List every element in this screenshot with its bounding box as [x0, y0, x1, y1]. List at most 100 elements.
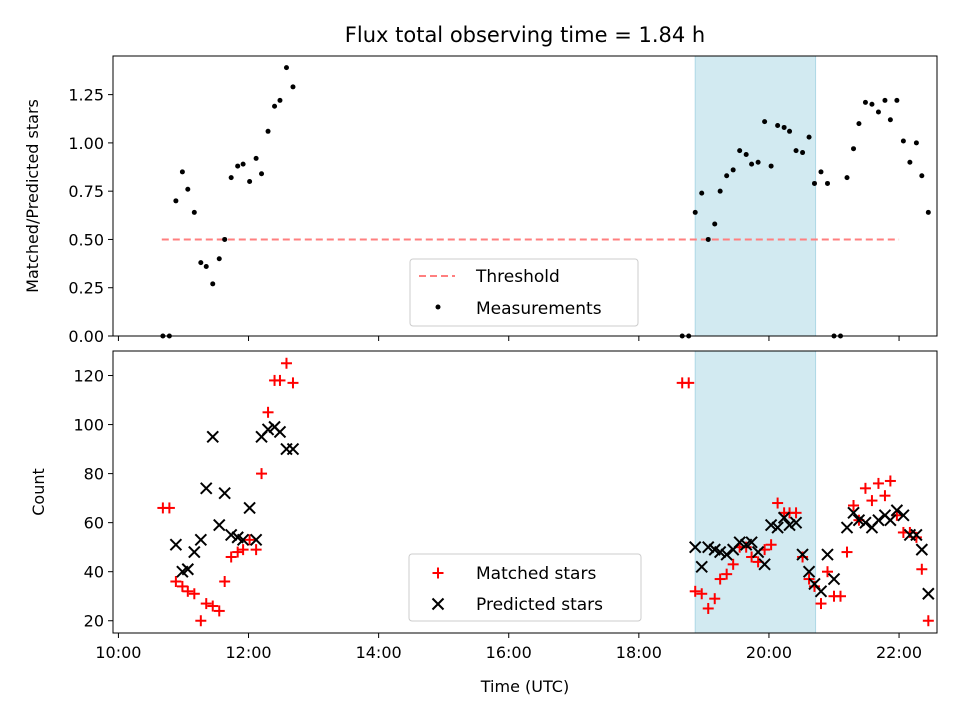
matched-point: [195, 615, 207, 627]
predicted-point: [796, 548, 809, 561]
matched-point: [702, 602, 714, 614]
marker-stroke: [814, 585, 828, 598]
legend-matched-label: Matched stars: [476, 564, 596, 584]
matched-point: [727, 558, 739, 570]
x-tick-label: 14:00: [356, 643, 402, 662]
measurement-point: [775, 123, 781, 129]
marker-stroke: [249, 533, 263, 547]
predicted-point: [194, 533, 208, 547]
legend-matched-swatch: [432, 567, 444, 579]
y-tick-label: 60: [84, 514, 104, 533]
x-tick-label: 10:00: [95, 643, 141, 662]
measurement-point: [818, 169, 824, 175]
matched-point: [772, 497, 784, 509]
predicted-point: [922, 587, 935, 600]
predicted-point: [751, 545, 765, 559]
matched-point: [237, 544, 249, 556]
predicted-point: [733, 536, 746, 549]
marker-stroke: [733, 536, 746, 549]
y-tick-label: 0.75: [68, 182, 104, 201]
marker-stroke: [261, 423, 275, 436]
measurement-point: [216, 256, 222, 262]
marker-stroke: [783, 518, 796, 532]
measurement-point: [222, 236, 228, 242]
measurement-point: [724, 173, 730, 179]
matched-point: [884, 475, 896, 487]
measurement-point: [800, 150, 806, 156]
marker-stroke: [758, 558, 771, 571]
predicted-point: [783, 518, 796, 532]
legend-predicted-swatch: [431, 597, 445, 611]
measurement-point: [272, 103, 278, 109]
x-tick-label: 20:00: [746, 643, 792, 662]
predicted-point: [789, 516, 803, 529]
marker-stroke: [713, 545, 727, 559]
marker-stroke: [188, 545, 201, 559]
measurement-point: [749, 161, 755, 167]
measurement-point: [179, 169, 185, 175]
predicted-point: [910, 528, 923, 542]
matched-point: [866, 495, 878, 507]
top-legend: Threshold Measurements: [409, 258, 639, 327]
marker-stroke: [231, 531, 244, 544]
matched-point: [274, 374, 286, 386]
measurement-point: [277, 97, 283, 103]
measurement-point: [869, 101, 875, 107]
predicted-point: [777, 511, 791, 524]
y-tick-label: 100: [73, 416, 104, 435]
matched-point: [188, 588, 200, 600]
y-tick-label: 1.00: [68, 134, 104, 153]
marker-stroke: [273, 425, 287, 439]
marker-stroke: [859, 516, 872, 529]
matched-point: [790, 507, 802, 519]
legend-predicted-label: Predicted stars: [476, 595, 603, 615]
x-tick-label: 22:00: [876, 643, 922, 662]
marker-stroke: [847, 506, 860, 520]
x-axis-label: Time (UTC): [480, 677, 569, 696]
count-points: [157, 357, 935, 627]
predicted-point: [689, 540, 702, 554]
marker-stroke: [802, 565, 816, 578]
marker-stroke: [689, 540, 702, 554]
measurement-point: [882, 97, 888, 103]
predicted-point: [897, 509, 910, 522]
predicted-point: [218, 487, 231, 500]
top-shaded-interval: [694, 55, 817, 337]
marker-stroke: [243, 501, 256, 515]
measurement-point: [919, 173, 925, 179]
predicted-point: [872, 513, 885, 527]
measurement-point: [737, 148, 743, 154]
marker-stroke: [808, 577, 821, 591]
predicted-point: [169, 538, 183, 551]
marker-stroke: [890, 504, 904, 517]
bottom-shaded-interval: [694, 350, 817, 634]
measurement-point: [743, 151, 749, 157]
predicted-point: [802, 565, 816, 578]
matched-point: [207, 600, 219, 612]
measurement-point: [259, 171, 265, 177]
matched-point: [176, 580, 188, 592]
bottom-axes-frame: [112, 350, 938, 634]
y-tick-label: 0.00: [68, 327, 104, 346]
matched-point: [200, 598, 212, 610]
measurement-point: [781, 124, 787, 130]
marker-stroke: [852, 513, 866, 527]
chart-title: Flux total observing time = 1.84 h: [345, 23, 705, 47]
measurement-point: [844, 175, 850, 181]
matched-point: [170, 576, 182, 588]
count-panel: 20 40 60 80 100 120 10:00 12:00 14:00 16:00 18:00…: [29, 350, 938, 696]
matched-point: [689, 585, 701, 597]
marker-stroke: [745, 536, 758, 549]
y-tick-label: 80: [84, 465, 104, 484]
measurement-point: [887, 117, 893, 123]
y-tick-label: 120: [73, 367, 104, 386]
measurement-point: [907, 159, 913, 165]
measurement-point: [824, 180, 830, 186]
measurement-point: [925, 209, 931, 215]
measurement-point: [787, 128, 793, 134]
marker-stroke: [431, 597, 445, 611]
measurement-point: [203, 263, 209, 269]
bottom-y-axis-label: Count: [29, 468, 48, 516]
matched-point: [841, 546, 853, 558]
